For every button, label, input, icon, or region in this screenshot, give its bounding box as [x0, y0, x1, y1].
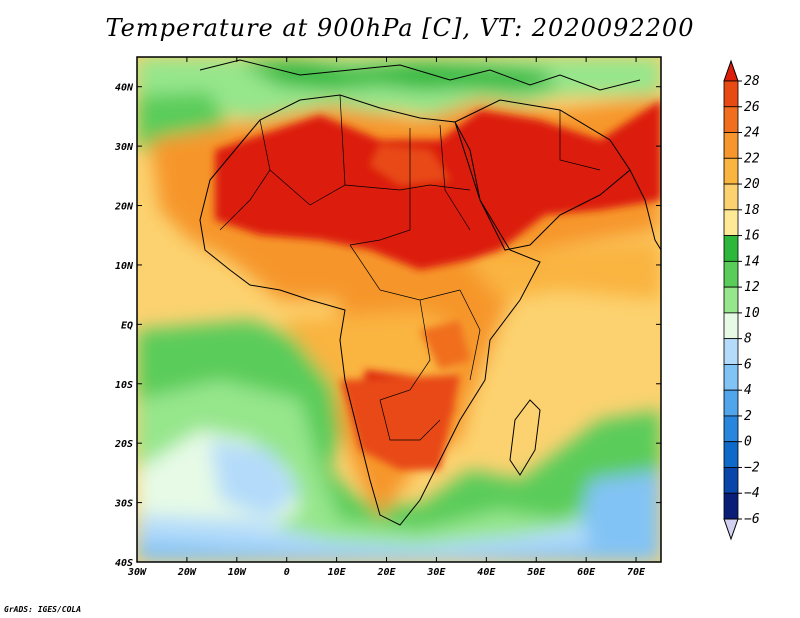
- colorbar-segment: [723, 312, 739, 340]
- credit-label: GrADS: IGES/COLA: [4, 605, 82, 614]
- lon-tick-label: 10E: [328, 567, 347, 578]
- borders: [219, 94, 601, 441]
- colorbar-segment: [723, 338, 739, 365]
- colorbar-level-label: 24: [744, 126, 760, 141]
- lat-tick-label: 10S: [115, 380, 133, 391]
- colorbar-bottom-arrow: [723, 518, 739, 541]
- colorbar-segment: [723, 183, 739, 211]
- colorbar-segment: [723, 364, 739, 391]
- lon-tick-label: 50E: [527, 567, 546, 578]
- colorbar-level-label: 16: [744, 229, 760, 244]
- colorbar-segment: [723, 235, 739, 262]
- lon-tick-label: 20E: [376, 567, 396, 578]
- colorbar-segment: [723, 286, 739, 314]
- colorbar-segment: [723, 441, 739, 468]
- lon-tick-label: 30E: [426, 567, 446, 578]
- colorbar-level-label: 20: [744, 177, 760, 192]
- lat-tick-label: 30S: [114, 499, 133, 510]
- colorbar-level-label: −2: [744, 460, 760, 475]
- colorbar-segment: [723, 467, 739, 494]
- colorbar-level-label: 4: [744, 383, 752, 398]
- axis-ticks: 30W 20W 10W 0 10E 20E 30E 40E 50E 60E 70E 40N 30N 20N…: [114, 57, 661, 578]
- colorbar-level-label: 26: [744, 100, 760, 115]
- colorbar-level-label: 2: [744, 409, 752, 424]
- colorbar-segment: [723, 389, 739, 417]
- colorbar-segment: [723, 415, 739, 443]
- colorbar-top-arrow: [723, 59, 739, 82]
- colorbar-level-label: 6: [744, 357, 752, 372]
- lon-tick-label: 0: [284, 567, 290, 578]
- lat-tick-label: 40N: [115, 83, 134, 94]
- colorbar-level-label: −4: [744, 486, 760, 501]
- map-frame: [136, 56, 662, 563]
- lon-tick-label: 20W: [177, 567, 197, 578]
- africa-coastline: [199, 94, 541, 526]
- lat-tick-label: EQ: [121, 320, 133, 331]
- lon-tick-label: 60E: [577, 567, 596, 578]
- madagascar-coastline: [509, 399, 541, 476]
- colorbar-level-label: 28: [744, 74, 760, 89]
- chart-title: Temperature at 900hPa [C], VT: 202009220…: [105, 14, 695, 42]
- colorbar-level-label: 18: [744, 203, 760, 218]
- colorbar-level-label: 8: [744, 332, 752, 347]
- colorbar-level-label: 22: [744, 151, 760, 166]
- lat-tick-label: 20S: [114, 439, 133, 450]
- coastlines: [199, 59, 661, 526]
- colorbar-segment: [723, 157, 739, 185]
- temperature-field: [137, 57, 661, 562]
- colorbar-segment: [723, 132, 739, 159]
- colorbar-level-label: 12: [744, 280, 760, 295]
- lon-tick-label: 10W: [228, 567, 247, 578]
- lat-tick-label: 20N: [114, 202, 134, 213]
- lon-tick-label: 30W: [127, 567, 147, 578]
- colorbar-segment: [723, 492, 739, 520]
- colorbar-level-label: −6: [744, 512, 760, 527]
- lat-tick-label: 30N: [114, 142, 134, 153]
- colorbar-segment: [723, 260, 739, 288]
- colorbar-level-label: 14: [744, 254, 760, 269]
- colorbar-level-label: 10: [744, 306, 760, 321]
- lat-tick-label: 10N: [115, 261, 134, 272]
- colorbar-level-label: 0: [744, 435, 752, 450]
- colorbar-segment: [723, 80, 739, 108]
- arabia-coastline: [454, 99, 631, 251]
- europe-coastline: [199, 59, 641, 91]
- lat-tick-label: 40S: [115, 558, 133, 569]
- lon-tick-label: 40E: [477, 567, 496, 578]
- colorbar-segment: [723, 209, 739, 236]
- lon-tick-label: 70E: [627, 567, 646, 578]
- india-coastline: [629, 169, 661, 251]
- colorbar-segment: [723, 106, 739, 133]
